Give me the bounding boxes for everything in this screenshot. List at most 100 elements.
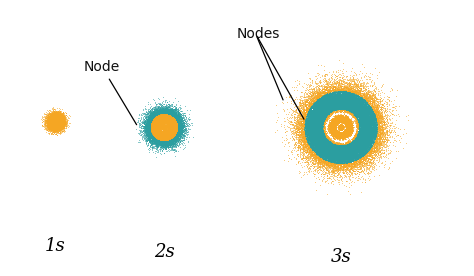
Point xyxy=(158,132,166,137)
Point xyxy=(167,117,175,121)
Point xyxy=(337,127,345,131)
Point xyxy=(55,124,63,128)
Point xyxy=(370,119,378,123)
Point xyxy=(311,124,319,129)
Point xyxy=(168,118,176,122)
Point xyxy=(50,123,57,128)
Point xyxy=(152,134,159,138)
Point xyxy=(309,135,316,140)
Point xyxy=(343,121,351,125)
Point xyxy=(359,105,366,110)
Point xyxy=(51,122,58,126)
Point xyxy=(349,108,357,113)
Point xyxy=(155,117,162,121)
Point xyxy=(50,115,57,120)
Point xyxy=(170,124,178,129)
Point xyxy=(340,110,347,114)
Point xyxy=(355,117,363,121)
Point xyxy=(155,115,163,120)
Point xyxy=(162,126,169,131)
Point xyxy=(54,120,61,124)
Point xyxy=(50,116,58,121)
Point xyxy=(59,118,66,123)
Point xyxy=(152,134,160,138)
Point xyxy=(344,107,351,111)
Point xyxy=(50,121,58,126)
Point xyxy=(169,127,176,131)
Point xyxy=(361,106,368,110)
Point xyxy=(53,117,61,121)
Point xyxy=(53,123,61,128)
Point xyxy=(46,123,54,128)
Point xyxy=(152,128,159,133)
Point xyxy=(317,136,325,140)
Point xyxy=(172,125,180,130)
Point xyxy=(49,121,56,126)
Point xyxy=(171,124,178,128)
Point xyxy=(335,130,343,134)
Point xyxy=(365,112,373,116)
Point xyxy=(169,131,177,135)
Point xyxy=(53,118,60,122)
Point xyxy=(53,119,60,123)
Point xyxy=(341,88,348,92)
Point xyxy=(346,92,354,96)
Point xyxy=(170,125,177,129)
Point xyxy=(324,114,331,118)
Point xyxy=(148,124,155,128)
Point xyxy=(151,128,158,132)
Point xyxy=(158,120,166,124)
Point xyxy=(55,124,63,128)
Point xyxy=(53,120,60,124)
Point xyxy=(52,116,59,121)
Point xyxy=(49,119,56,123)
Point xyxy=(310,119,318,123)
Point xyxy=(349,123,357,127)
Point xyxy=(51,124,58,128)
Point xyxy=(367,141,374,145)
Point xyxy=(386,130,394,135)
Point xyxy=(155,132,162,136)
Point xyxy=(323,160,331,164)
Point xyxy=(346,144,353,148)
Point xyxy=(55,118,63,123)
Point xyxy=(52,116,60,121)
Point xyxy=(50,124,57,128)
Point xyxy=(54,121,62,125)
Point xyxy=(50,123,58,128)
Point xyxy=(47,120,55,125)
Point xyxy=(367,135,375,139)
Point xyxy=(151,128,159,132)
Point xyxy=(300,152,307,157)
Point xyxy=(171,131,178,135)
Point xyxy=(343,150,351,154)
Point xyxy=(151,123,159,127)
Point xyxy=(154,133,162,138)
Point xyxy=(330,102,338,107)
Point xyxy=(349,108,356,112)
Point xyxy=(168,120,175,124)
Point xyxy=(50,113,58,118)
Point xyxy=(346,127,354,132)
Point xyxy=(50,122,58,126)
Point xyxy=(50,120,57,124)
Point xyxy=(55,118,63,123)
Point xyxy=(46,119,54,123)
Point xyxy=(47,123,55,127)
Point xyxy=(146,121,154,125)
Point xyxy=(164,131,171,136)
Point xyxy=(323,99,331,104)
Point xyxy=(335,143,343,148)
Point xyxy=(43,118,51,122)
Point xyxy=(361,122,369,126)
Point xyxy=(339,166,346,170)
Point xyxy=(154,129,161,134)
Point xyxy=(152,115,159,120)
Point xyxy=(52,120,59,124)
Point xyxy=(160,126,167,130)
Point xyxy=(50,120,57,124)
Point xyxy=(44,126,52,131)
Point xyxy=(51,121,59,125)
Point xyxy=(166,120,174,124)
Point xyxy=(52,123,59,127)
